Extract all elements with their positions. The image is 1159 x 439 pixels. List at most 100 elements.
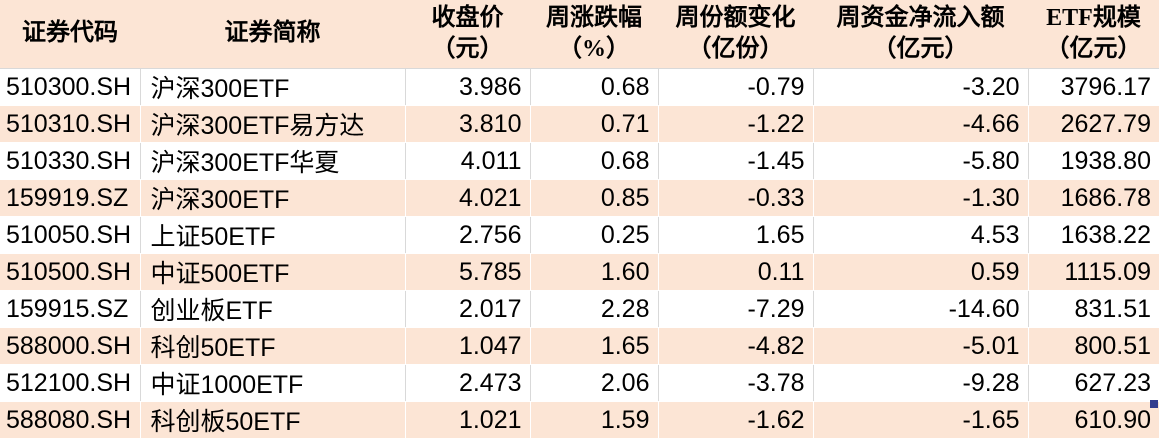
selection-handle[interactable]: [1150, 400, 1158, 408]
cell-net-inflow[interactable]: 4.53: [813, 216, 1029, 254]
cell-code[interactable]: 588080.SH: [0, 401, 141, 439]
cell-net-inflow[interactable]: -5.80: [813, 142, 1029, 180]
cell-name[interactable]: 沪深300ETF: [140, 68, 406, 106]
cell-week-change[interactable]: 1.59: [530, 401, 659, 439]
cell-close-price[interactable]: 5.785: [405, 253, 531, 291]
cell-etf-scale[interactable]: 1938.80: [1028, 142, 1159, 180]
cell-close-price[interactable]: 2.017: [405, 290, 531, 328]
col-header-share-change[interactable]: 周份额变化 （亿份）: [658, 0, 813, 69]
cell-etf-scale[interactable]: 627.23: [1028, 364, 1159, 402]
cell-week-change[interactable]: 2.28: [530, 290, 659, 328]
table-row: 510500.SH 中证500ETF 5.785 1.60 0.11 0.59 1115.0…: [0, 253, 1159, 291]
cell-net-inflow[interactable]: 0.59: [813, 253, 1029, 291]
cell-net-inflow[interactable]: -9.28: [813, 364, 1029, 402]
cell-share-change[interactable]: -0.33: [658, 179, 814, 217]
cell-share-change[interactable]: -0.79: [658, 68, 814, 106]
header-row: 证券代码 证券简称 收盘价 （元） 周涨跌幅 （%） 周份额变化 （亿份） 周资…: [0, 0, 1159, 69]
cell-week-change[interactable]: 0.68: [530, 68, 659, 106]
cell-name[interactable]: 中证1000ETF: [140, 364, 406, 402]
col-header-unit: （%）: [558, 36, 630, 62]
cell-code[interactable]: 159915.SZ: [0, 290, 141, 328]
cell-close-price[interactable]: 2.473: [405, 364, 531, 402]
col-header-name[interactable]: 证券简称: [140, 0, 405, 69]
cell-week-change[interactable]: 0.71: [530, 105, 659, 143]
table-row: 588080.SH 科创板50ETF 1.021 1.59 -1.62 -1.65 610.…: [0, 401, 1159, 439]
table-row: 588000.SH 科创50ETF 1.047 1.65 -4.82 -5.01 800.5…: [0, 327, 1159, 365]
cell-code[interactable]: 510330.SH: [0, 142, 141, 180]
cell-close-price[interactable]: 4.021: [405, 179, 531, 217]
cell-name[interactable]: 上证50ETF: [140, 216, 406, 254]
table-body: 510300.SH 沪深300ETF 3.986 0.68 -0.79 -3.20 3796…: [0, 68, 1159, 439]
cell-name[interactable]: 科创板50ETF: [140, 401, 406, 439]
cell-net-inflow[interactable]: -4.66: [813, 105, 1029, 143]
col-header-week-change[interactable]: 周涨跌幅 （%）: [530, 0, 658, 69]
col-header-label: 周资金净流入额: [836, 4, 1005, 31]
cell-net-inflow[interactable]: -1.30: [813, 179, 1029, 217]
cell-share-change[interactable]: -3.78: [658, 364, 814, 402]
cell-net-inflow[interactable]: -3.20: [813, 68, 1029, 106]
cell-code[interactable]: 159919.SZ: [0, 179, 141, 217]
cell-week-change[interactable]: 1.65: [530, 327, 659, 365]
cell-close-price[interactable]: 3.810: [405, 105, 531, 143]
cell-etf-scale[interactable]: 3796.17: [1028, 68, 1159, 106]
col-header-label: 证券代码: [22, 20, 118, 47]
cell-etf-scale[interactable]: 1686.78: [1028, 179, 1159, 217]
col-header-unit: （亿元）: [872, 36, 969, 62]
cell-share-change[interactable]: -1.45: [658, 142, 814, 180]
cell-code[interactable]: 510300.SH: [0, 68, 141, 106]
table-row: 510330.SH 沪深300ETF华夏 4.011 0.68 -1.45 -5.80 19…: [0, 142, 1159, 180]
cell-name[interactable]: 沪深300ETF: [140, 179, 406, 217]
cell-week-change[interactable]: 1.60: [530, 253, 659, 291]
cell-close-price[interactable]: 1.047: [405, 327, 531, 365]
cell-name[interactable]: 创业板ETF: [140, 290, 406, 328]
table-row: 512100.SH 中证1000ETF 2.473 2.06 -3.78 -9.28 627…: [0, 364, 1159, 402]
cell-etf-scale[interactable]: 1115.09: [1028, 253, 1159, 291]
cell-net-inflow[interactable]: -14.60: [813, 290, 1029, 328]
cell-name[interactable]: 中证500ETF: [140, 253, 406, 291]
cell-etf-scale[interactable]: 610.90: [1028, 401, 1159, 439]
cell-close-price[interactable]: 1.021: [405, 401, 531, 439]
cell-name[interactable]: 沪深300ETF易方达: [140, 105, 406, 143]
col-header-close-price[interactable]: 收盘价 （元）: [405, 0, 530, 69]
table-row: 510310.SH 沪深300ETF易方达 3.810 0.71 -1.22 -4.66 2…: [0, 105, 1159, 143]
cell-week-change[interactable]: 0.85: [530, 179, 659, 217]
cell-week-change[interactable]: 0.25: [530, 216, 659, 254]
cell-code[interactable]: 510500.SH: [0, 253, 141, 291]
col-header-label: 周份额变化: [675, 4, 796, 31]
col-header-unit: （元）: [431, 36, 504, 62]
table-row: 510300.SH 沪深300ETF 3.986 0.68 -0.79 -3.20 3796…: [0, 68, 1159, 106]
cell-week-change[interactable]: 2.06: [530, 364, 659, 402]
col-header-unit: （亿份）: [687, 36, 784, 62]
cell-close-price[interactable]: 3.986: [405, 68, 531, 106]
cell-code[interactable]: 588000.SH: [0, 327, 141, 365]
cell-share-change[interactable]: 1.65: [658, 216, 814, 254]
cell-code[interactable]: 510310.SH: [0, 105, 141, 143]
table-row: 159919.SZ 沪深300ETF 4.021 0.85 -0.33 -1.30 1686…: [0, 179, 1159, 217]
cell-etf-scale[interactable]: 1638.22: [1028, 216, 1159, 254]
cell-code[interactable]: 510050.SH: [0, 216, 141, 254]
col-header-etf-scale[interactable]: ETF规模 （亿元）: [1028, 0, 1159, 69]
cell-etf-scale[interactable]: 2627.79: [1028, 105, 1159, 143]
col-header-net-inflow[interactable]: 周资金净流入额 （亿元）: [813, 0, 1028, 69]
col-header-label: ETF规模: [1046, 4, 1141, 31]
col-header-unit: （亿元）: [1045, 36, 1142, 62]
col-header-code[interactable]: 证券代码: [0, 0, 140, 69]
cell-code[interactable]: 512100.SH: [0, 364, 141, 402]
cell-etf-scale[interactable]: 800.51: [1028, 327, 1159, 365]
cell-share-change[interactable]: 0.11: [658, 253, 814, 291]
cell-share-change[interactable]: -1.22: [658, 105, 814, 143]
cell-name[interactable]: 科创50ETF: [140, 327, 406, 365]
cell-close-price[interactable]: 2.756: [405, 216, 531, 254]
cell-close-price[interactable]: 4.011: [405, 142, 531, 180]
cell-etf-scale[interactable]: 831.51: [1028, 290, 1159, 328]
cell-share-change[interactable]: -4.82: [658, 327, 814, 365]
cell-name[interactable]: 沪深300ETF华夏: [140, 142, 406, 180]
cell-net-inflow[interactable]: -5.01: [813, 327, 1029, 365]
cell-net-inflow[interactable]: -1.65: [813, 401, 1029, 439]
cell-share-change[interactable]: -7.29: [658, 290, 814, 328]
col-header-label: 收盘价: [431, 4, 504, 31]
cell-week-change[interactable]: 0.68: [530, 142, 659, 180]
col-header-label: 证券简称: [224, 20, 321, 47]
cell-share-change[interactable]: -1.62: [658, 401, 814, 439]
